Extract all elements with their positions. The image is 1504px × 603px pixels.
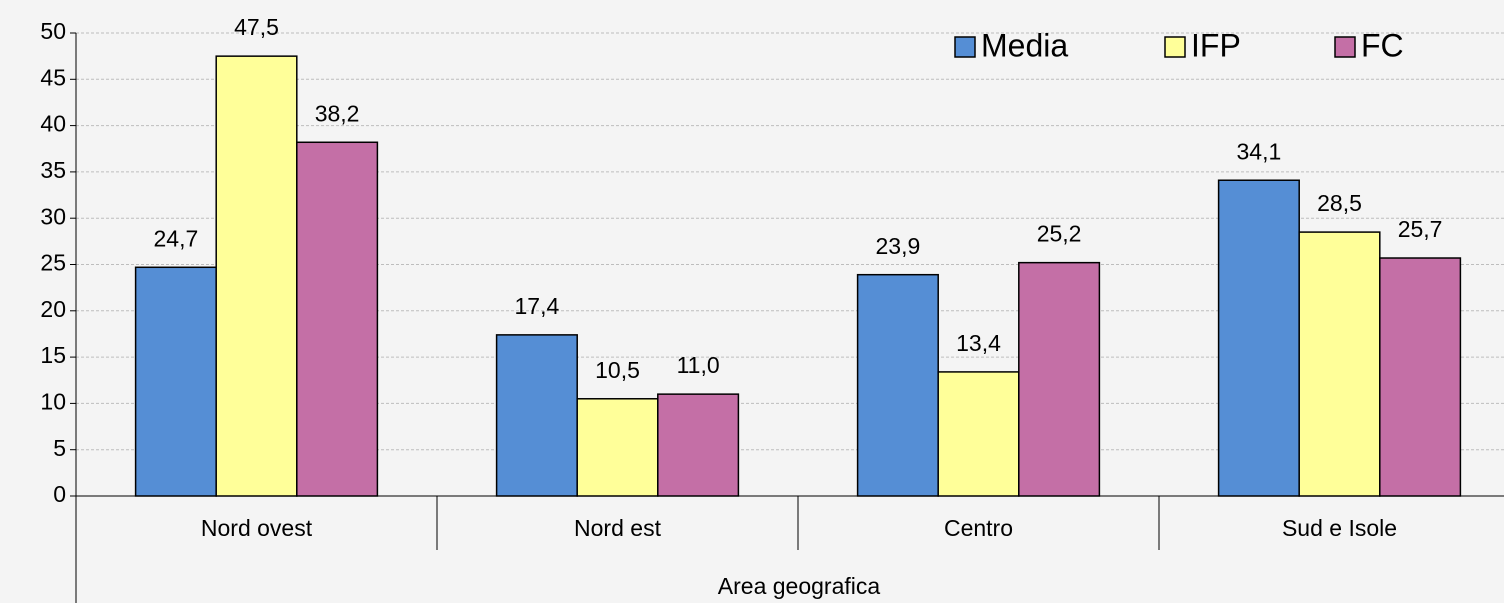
legend-swatch xyxy=(954,36,976,58)
y-tick-label: 20 xyxy=(40,296,66,322)
y-tick-label: 50 xyxy=(40,18,66,44)
legend-swatch xyxy=(1334,36,1356,58)
y-tick-label: 40 xyxy=(40,111,66,137)
y-tick-label: 15 xyxy=(40,342,66,368)
x-tick-label: Centro xyxy=(944,515,1013,541)
value-label: 47,5 xyxy=(234,14,279,40)
bar xyxy=(937,371,1020,497)
bar xyxy=(495,334,578,497)
y-tick-label: 0 xyxy=(53,481,66,507)
bar xyxy=(296,141,379,497)
legend-label: Media xyxy=(981,27,1068,63)
y-tick-label: 5 xyxy=(53,435,66,461)
x-axis-title: Area geografica xyxy=(718,573,881,599)
bar xyxy=(134,266,217,497)
y-tick-label: 30 xyxy=(40,203,66,229)
y-tick-label: 25 xyxy=(40,250,66,276)
value-label: 24,7 xyxy=(154,225,199,251)
value-label: 25,2 xyxy=(1037,221,1082,247)
value-label: 28,5 xyxy=(1317,190,1362,216)
legend-label: FC xyxy=(1361,27,1404,63)
value-label: 10,5 xyxy=(595,357,640,383)
y-tick-label: 45 xyxy=(40,64,66,90)
bar xyxy=(1298,231,1381,497)
value-label: 13,4 xyxy=(956,330,1001,356)
y-tick-label: 35 xyxy=(40,157,66,183)
value-label: 25,7 xyxy=(1398,216,1443,242)
bar xyxy=(856,273,939,497)
bar xyxy=(1217,179,1300,497)
x-tick-label: Nord est xyxy=(574,515,662,541)
value-label: 11,0 xyxy=(677,352,720,378)
bar xyxy=(215,55,298,497)
y-tick-label: 10 xyxy=(40,388,66,414)
bar xyxy=(1379,257,1462,497)
legend-label: IFP xyxy=(1191,27,1241,63)
value-label: 38,2 xyxy=(315,100,360,126)
x-tick-label: Nord ovest xyxy=(201,515,313,541)
bar xyxy=(1018,261,1101,497)
value-label: 34,1 xyxy=(1237,138,1282,164)
value-label: 23,9 xyxy=(876,233,921,259)
value-label: 17,4 xyxy=(515,293,560,319)
bar xyxy=(576,398,659,497)
legend-swatch xyxy=(1164,36,1186,58)
bar xyxy=(657,393,740,497)
x-tick-label: Sud e Isole xyxy=(1282,515,1397,541)
